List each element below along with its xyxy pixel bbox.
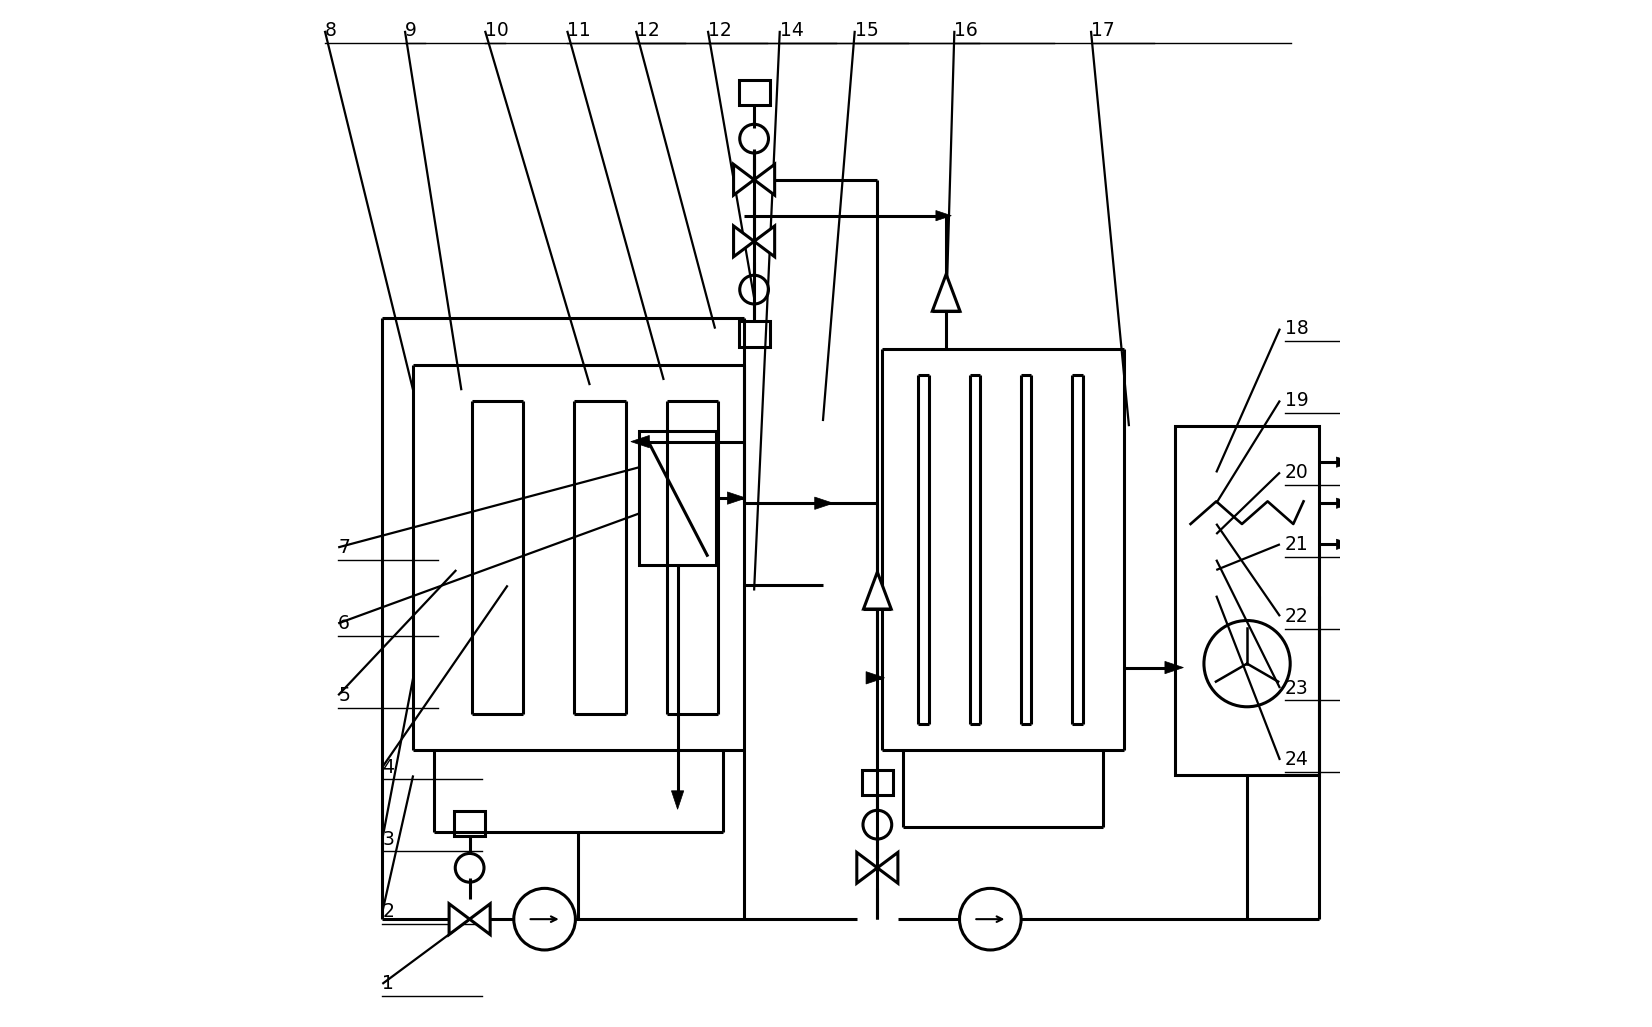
Text: 5: 5 <box>339 686 350 705</box>
Polygon shape <box>671 791 684 809</box>
Polygon shape <box>864 572 890 609</box>
Circle shape <box>960 888 1021 950</box>
Text: 16: 16 <box>955 22 978 40</box>
Polygon shape <box>1336 498 1351 508</box>
Bar <box>454 811 486 837</box>
Polygon shape <box>753 164 775 195</box>
Text: 12: 12 <box>636 22 659 40</box>
Text: 23: 23 <box>1285 679 1308 697</box>
Polygon shape <box>932 274 960 311</box>
Polygon shape <box>1336 539 1351 549</box>
Circle shape <box>1204 620 1290 707</box>
Bar <box>862 770 892 796</box>
Circle shape <box>514 888 575 950</box>
Circle shape <box>456 853 484 882</box>
Text: 2: 2 <box>382 903 395 921</box>
Bar <box>738 79 770 105</box>
Text: 15: 15 <box>854 22 879 40</box>
Text: 11: 11 <box>567 22 591 40</box>
Circle shape <box>740 124 768 153</box>
Polygon shape <box>1165 661 1183 674</box>
Text: 24: 24 <box>1285 751 1308 769</box>
Polygon shape <box>866 672 884 684</box>
Text: 18: 18 <box>1285 319 1308 338</box>
Text: 12: 12 <box>709 22 732 40</box>
Text: 4: 4 <box>382 758 395 776</box>
Text: 7: 7 <box>339 538 350 557</box>
Text: 20: 20 <box>1285 463 1308 482</box>
Circle shape <box>740 275 768 304</box>
Text: 14: 14 <box>780 22 803 40</box>
Text: 3: 3 <box>382 830 395 848</box>
Polygon shape <box>877 852 899 883</box>
Polygon shape <box>733 164 753 195</box>
Text: 17: 17 <box>1090 22 1115 40</box>
Text: 8: 8 <box>325 22 337 40</box>
Polygon shape <box>753 226 775 257</box>
Text: 22: 22 <box>1285 607 1308 625</box>
Text: 9: 9 <box>405 22 416 40</box>
Text: 21: 21 <box>1285 535 1308 554</box>
Polygon shape <box>727 492 747 504</box>
Bar <box>738 320 770 347</box>
Text: 6: 6 <box>339 614 350 633</box>
Circle shape <box>862 810 892 839</box>
Polygon shape <box>469 904 491 935</box>
Text: 10: 10 <box>486 22 509 40</box>
Polygon shape <box>937 211 952 221</box>
Polygon shape <box>733 226 753 257</box>
Polygon shape <box>631 435 649 448</box>
Bar <box>1175 426 1318 775</box>
Polygon shape <box>1336 457 1351 467</box>
Bar <box>639 431 715 565</box>
Polygon shape <box>449 904 469 935</box>
Polygon shape <box>857 852 877 883</box>
Text: 19: 19 <box>1285 391 1308 410</box>
Polygon shape <box>814 497 833 509</box>
Text: 1: 1 <box>382 975 395 993</box>
